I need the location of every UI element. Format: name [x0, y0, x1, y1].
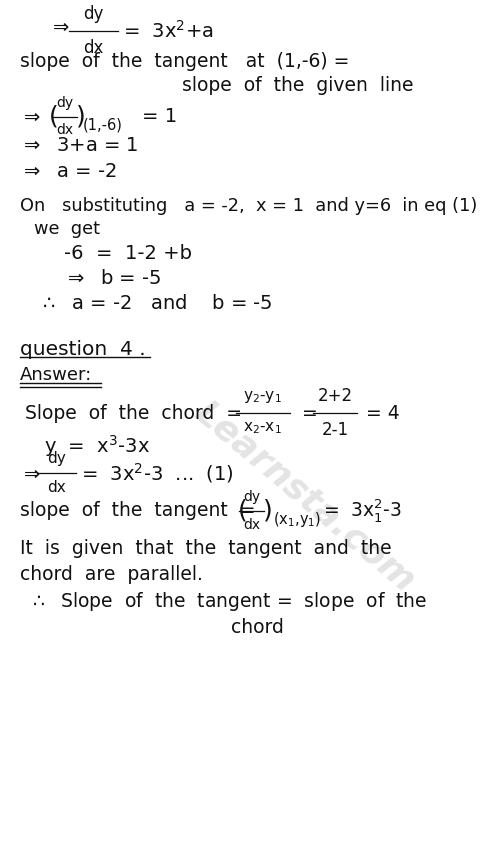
Text: dx: dx: [56, 123, 73, 137]
Text: dx: dx: [47, 480, 66, 495]
Text: dx: dx: [83, 39, 104, 57]
Text: $\Rightarrow$  b = -5: $\Rightarrow$ b = -5: [64, 269, 161, 288]
Text: 2-1: 2-1: [321, 421, 349, 439]
Text: dy: dy: [83, 5, 104, 23]
Text: slope  of  the  tangent  =: slope of the tangent =: [20, 501, 255, 520]
Text: y  =  x$^3$-3x: y = x$^3$-3x: [44, 433, 150, 458]
Text: we  get: we get: [34, 219, 100, 238]
Text: 2+2: 2+2: [317, 387, 353, 405]
Text: =  3x$_1^2$-3: = 3x$_1^2$-3: [323, 497, 402, 524]
Text: (x$_1$,y$_1$): (x$_1$,y$_1$): [273, 510, 321, 529]
Text: ): ): [76, 105, 86, 129]
Text: ): ): [263, 499, 273, 523]
Text: (: (: [238, 499, 248, 523]
Text: =  3x$^2$-3  ...  (1): = 3x$^2$-3 ... (1): [81, 461, 234, 485]
Text: dx: dx: [243, 518, 260, 531]
Text: Answer:: Answer:: [20, 366, 92, 385]
Text: slope  of  the  tangent   at  (1,-6) =: slope of the tangent at (1,-6) =: [20, 52, 349, 71]
Text: (1,-6): (1,-6): [82, 117, 122, 133]
Text: $\Rightarrow$: $\Rightarrow$: [20, 107, 41, 126]
Text: =: =: [302, 404, 318, 423]
Text: $\Rightarrow$: $\Rightarrow$: [49, 17, 70, 36]
Text: $\Rightarrow$  a = -2: $\Rightarrow$ a = -2: [20, 162, 116, 181]
Text: chord  are  parallel.: chord are parallel.: [20, 565, 202, 584]
Text: dy: dy: [47, 451, 66, 466]
Text: $\therefore$  Slope  of  the  tangent =  slope  of  the: $\therefore$ Slope of the tangent = slop…: [29, 590, 428, 613]
Text: slope  of  the  given  line: slope of the given line: [182, 76, 413, 95]
Text: Learnsta.com: Learnsta.com: [188, 395, 421, 599]
Text: $\therefore$  a = -2   and    b = -5: $\therefore$ a = -2 and b = -5: [39, 294, 273, 313]
Text: It  is  given  that  the  tangent  and  the: It is given that the tangent and the: [20, 539, 391, 558]
Text: (: (: [49, 105, 59, 129]
Text: = 1: = 1: [142, 107, 178, 126]
Text: dy: dy: [243, 490, 260, 504]
Text: $\Rightarrow$  3+a = 1: $\Rightarrow$ 3+a = 1: [20, 136, 138, 155]
Text: dy: dy: [56, 96, 73, 110]
Text: =  3x$^2$+a: = 3x$^2$+a: [123, 20, 213, 42]
Text: Slope  of  the  chord  =: Slope of the chord =: [25, 404, 242, 423]
Text: chord: chord: [231, 618, 284, 637]
Text: y$_2$-y$_1$: y$_2$-y$_1$: [243, 389, 282, 405]
Text: -6  =  1-2 +b: -6 = 1-2 +b: [64, 244, 192, 263]
Text: question  4 .: question 4 .: [20, 340, 145, 359]
Text: $\Rightarrow$: $\Rightarrow$: [20, 464, 41, 482]
Text: On   substituting   a = -2,  x = 1  and y=6  in eq (1): On substituting a = -2, x = 1 and y=6 in…: [20, 196, 477, 215]
Text: = 4: = 4: [366, 404, 400, 423]
Text: x$_2$-x$_1$: x$_2$-x$_1$: [243, 421, 282, 436]
